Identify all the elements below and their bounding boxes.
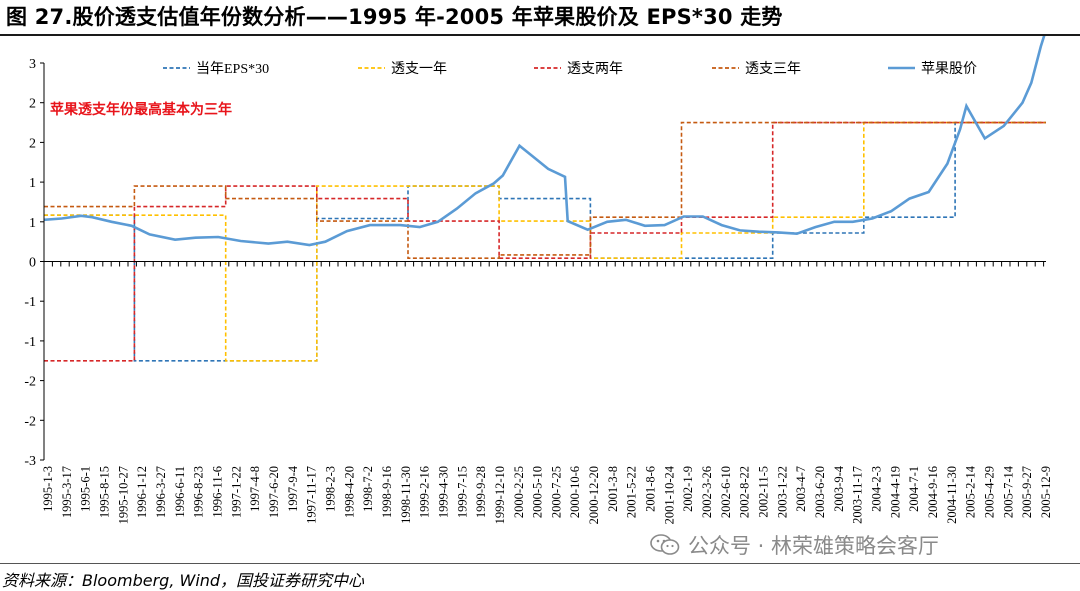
- chart-annotation: 苹果透支年份最高基本为三年: [50, 101, 232, 118]
- x-tick-label: 1997-4-8: [248, 466, 262, 512]
- x-tick-label: 2001-10-24: [662, 465, 676, 524]
- watermark-text: 公众号 · 林荣雄策略会客厅: [688, 534, 940, 558]
- x-tick-label: 1998-11-30: [399, 466, 413, 524]
- x-tick-label: 1996-1-12: [135, 466, 149, 518]
- x-tick-label: 2000-5-10: [531, 466, 545, 518]
- x-tick-label: 1999-12-10: [493, 466, 507, 524]
- y-tick-label: -2: [24, 414, 36, 429]
- apple-price-eps-chart: 3 2 2 1 1 0 -1 -1 -2 -2 -3 1995-1-3 1995-3-17 1995-6-…: [24, 36, 1053, 524]
- x-tick-label: 1995-8-15: [97, 466, 111, 518]
- x-tick-label: 2001-8-6: [644, 466, 658, 512]
- x-tick-label: 2003-1-22: [775, 466, 789, 518]
- x-tick-label: 2000-7-25: [549, 466, 563, 518]
- x-tick-label: 1999-9-28: [474, 466, 488, 518]
- x-tick-label: 1996-8-23: [192, 466, 206, 518]
- x-tick-label: 2004-11-30: [945, 466, 959, 524]
- series-line-3: [44, 121, 1046, 259]
- x-tick-label: 1998-4-20: [342, 466, 356, 518]
- x-tick-label: 2005-4-29: [983, 466, 997, 518]
- x-tick-label: 1995-10-27: [116, 466, 130, 524]
- x-tick-label: 1995-6-1: [79, 466, 93, 512]
- legend-label-4: 苹果股价: [921, 61, 977, 77]
- x-tick-label: 2005-7-14: [1001, 465, 1015, 518]
- y-tick-label: -2: [24, 375, 36, 390]
- x-tick-label: 2002-1-9: [681, 466, 695, 512]
- legend-label-1: 透支一年: [391, 61, 447, 77]
- x-tick-label: 1998-7-2: [361, 466, 375, 512]
- legend-label-2: 透支两年: [567, 61, 623, 77]
- x-tick-label: 2001-5-22: [625, 466, 639, 518]
- x-tick-label: 2000-10-6: [568, 466, 582, 518]
- y-tick-label: 0: [29, 256, 36, 271]
- x-tick-label: 1999-4-30: [436, 466, 450, 518]
- x-tick-label: 1996-6-11: [173, 466, 187, 518]
- x-tick-label: 2003-6-20: [813, 466, 827, 518]
- series-layer: [43, 36, 1046, 362]
- x-tick-label: 2005-12-9: [1039, 466, 1053, 518]
- y-tick-label: 1: [29, 176, 36, 191]
- x-tick-label: 2002-8-22: [738, 466, 752, 518]
- watermark: 公众号 · 林荣雄策略会客厅: [650, 530, 939, 560]
- x-tick-label: 1997-9-4: [286, 465, 300, 512]
- x-tick-label: 2004-4-19: [888, 466, 902, 518]
- x-tick-label: 2003-11-17: [851, 466, 865, 524]
- title-rule: [0, 34, 1080, 36]
- figure-title: 图 27.股价透支估值年份数分析——1995 年-2005 年苹果股价及 EPS…: [6, 5, 783, 29]
- y-tick-label: 3: [29, 57, 36, 72]
- legend-label-3: 透支三年: [745, 61, 801, 77]
- legend: 当年EPS*30 透支一年 透支两年 透支三年 苹果股价: [163, 61, 977, 77]
- series-line-1: [44, 121, 1046, 362]
- x-tick-label: 2005-2-14: [964, 465, 978, 518]
- x-tick-label: 1997-1-22: [229, 466, 243, 518]
- x-tick-label: 1999-7-15: [455, 466, 469, 518]
- x-tick-label: 1999-2-16: [418, 466, 432, 518]
- x-tick-label: 2000-12-20: [587, 466, 601, 524]
- y-tick-label: 2: [29, 136, 36, 151]
- x-tick-label: 2003-9-4: [832, 465, 846, 512]
- x-tick-label: 1998-9-16: [380, 466, 394, 518]
- series-line-2: [44, 121, 1046, 362]
- x-tick-label: 1996-3-27: [154, 466, 168, 518]
- source-note: 资料来源：Bloomberg, Wind，国投证券研究中心: [2, 571, 365, 590]
- x-tick-label: 2000-2-25: [512, 466, 526, 518]
- x-tick-label: 1997-6-20: [267, 466, 281, 518]
- axis-layer: 3 2 2 1 1 0 -1 -1 -2 -2 -3 1995-1-3 1995-3-17 1995-6-…: [24, 57, 1053, 524]
- series-line-0: [44, 121, 1046, 362]
- x-tick-label: 2002-11-5: [757, 466, 771, 518]
- y-tick-label: -3: [24, 454, 36, 469]
- x-tick-label: 1995-1-3: [41, 466, 55, 512]
- x-tick-label: 1995-3-17: [60, 466, 74, 518]
- x-tick-label: 2002-6-10: [719, 466, 733, 518]
- x-tick-label: 2002-3-26: [700, 466, 714, 518]
- x-tick-label: 2003-4-7: [794, 466, 808, 512]
- series-line-4: [43, 36, 1046, 247]
- y-tick-label: 1: [29, 216, 36, 231]
- source-rule: [0, 563, 1080, 564]
- x-tick-label: 2004-9-16: [926, 466, 940, 518]
- x-tick-label: 2005-9-27: [1020, 466, 1034, 518]
- x-tick-label: 1998-2-3: [323, 466, 337, 512]
- legend-label-0: 当年EPS*30: [196, 61, 269, 77]
- x-tick-label: 1996-11-6: [210, 466, 224, 518]
- x-tick-label: 2004-2-3: [870, 466, 884, 512]
- wechat-icon: [650, 534, 680, 555]
- y-tick-label: -1: [24, 295, 36, 310]
- y-tick-label: 2: [29, 97, 36, 112]
- x-tick-label: 2001-3-8: [606, 466, 620, 512]
- y-tick-label: -1: [24, 335, 36, 350]
- x-tick-label: 2004-7-1: [907, 466, 921, 512]
- x-tick-label: 1997-11-17: [305, 466, 319, 524]
